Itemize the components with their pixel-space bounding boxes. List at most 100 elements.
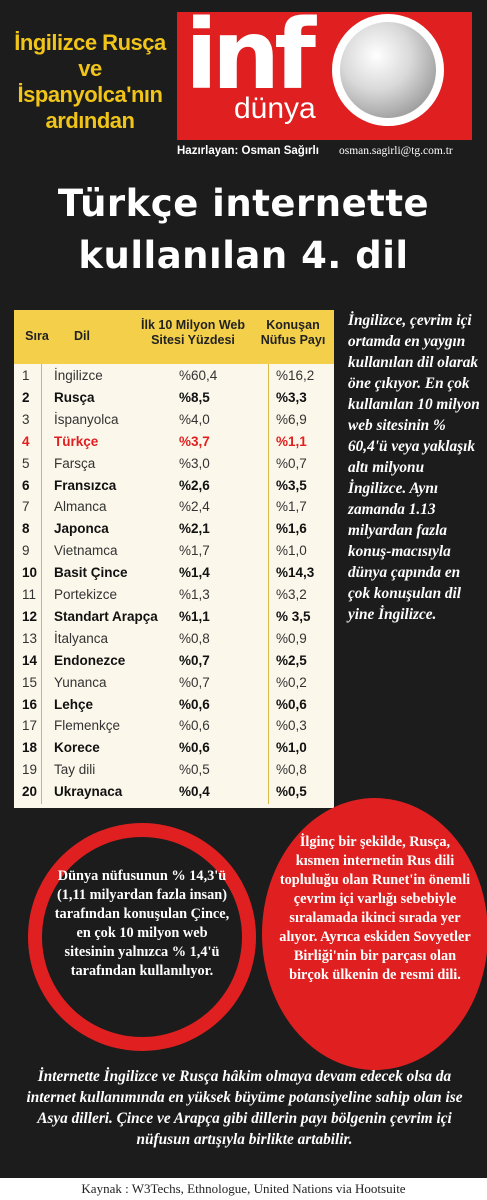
table-cell-language: Standart Arapça (54, 608, 158, 624)
table-cell-population-share: % 3,5 (276, 608, 311, 624)
table-row: 1 İngilizce %60,4 %16,2 (14, 366, 334, 388)
table-cell-language: Fransızca (54, 477, 117, 493)
table-cell-web-share: %0,4 (179, 784, 210, 800)
table-cell-web-share: %0,6 (179, 718, 210, 734)
table-cell-population-share: %16,2 (276, 368, 315, 383)
table-cell-language: Endonezce (54, 652, 126, 668)
author-email[interactable]: osman.sagirli@tg.com.tr (339, 145, 453, 157)
table-cell-language: Vietnamca (54, 543, 118, 559)
table-cell-web-share: %4,0 (179, 411, 210, 427)
column-divider (41, 364, 42, 804)
table-cell-population-share: %1,6 (276, 521, 307, 537)
table-cell-rank: 5 (22, 455, 30, 471)
table-cell-web-share: %1,3 (179, 587, 210, 602)
table-cell-web-share: %2,6 (179, 477, 210, 493)
table-cell-web-share: %2,4 (179, 499, 210, 515)
right-circle (262, 798, 487, 1070)
table-cell-population-share: %3,5 (276, 477, 307, 493)
table-cell-rank: 17 (22, 718, 38, 734)
table-row: 17 Flemenkçe %0,6 %0,3 (14, 716, 334, 738)
table-row: 14 Endonezce %0,7 %2,5 (14, 651, 334, 673)
table-cell-web-share: %0,7 (179, 652, 210, 668)
table-row: 4 Türkçe %3,7 %1,1 (14, 432, 334, 454)
table-row: 3 İspanyolca %4,0 %6,9 (14, 410, 334, 432)
table-cell-population-share: %1,0 (276, 543, 307, 559)
table-cell-population-share: %3,3 (276, 389, 307, 405)
table-cell-rank: 14 (22, 652, 38, 668)
table-header-population-share: Konuşan Nüfus Payı (260, 318, 326, 347)
table-header-language: Dil (74, 329, 90, 343)
table-cell-language: Rusça (54, 389, 95, 405)
table-cell-rank: 11 (22, 587, 37, 602)
table-cell-language: Farsça (54, 455, 96, 471)
table-cell-rank: 19 (22, 762, 38, 778)
table-row: 11 Portekizce %1,3 %3,2 (14, 585, 334, 607)
table-cell-web-share: %0,7 (179, 674, 210, 690)
source-text: Kaynak : W3Techs, Ethnologue, United Nat… (81, 1181, 406, 1196)
table-row: 10 Basit Çince %1,4 %14,3 (14, 563, 334, 585)
table-cell-population-share: %1,1 (276, 433, 307, 449)
table-cell-rank: 12 (22, 608, 38, 624)
headline-line-2: kullanılan 4. dil (78, 234, 409, 277)
table-cell-web-share: %1,1 (179, 608, 210, 624)
globe-icon (332, 14, 444, 126)
table-cell-population-share: %0,2 (276, 674, 307, 690)
table-cell-rank: 10 (22, 565, 38, 581)
logo-info: inf (185, 0, 316, 111)
table-cell-web-share: %2,1 (179, 521, 210, 537)
table-cell-rank: 7 (22, 499, 30, 515)
table-cell-web-share: %1,7 (179, 543, 210, 559)
table-cell-population-share: %0,8 (276, 762, 307, 778)
table-row: 12 Standart Arapça %1,1 % 3,5 (14, 607, 334, 629)
table-cell-population-share: %14,3 (276, 565, 315, 581)
right-circle-text: İlginç bir şekilde, Rusça, kısmen intern… (279, 834, 471, 983)
table-row: 13 İtalyanca %0,8 %0,9 (14, 629, 334, 651)
table-cell-language: Lehçe (54, 696, 94, 712)
table-header-web-share: İlk 10 Milyon Web Sitesi Yüzdesi (141, 318, 245, 347)
table-cell-web-share: %1,4 (179, 565, 210, 581)
table-cell-population-share: %6,9 (276, 411, 307, 427)
side-paragraph: İngilizce, çevrim içi ortamda en yaygın … (348, 312, 480, 623)
table-row: 18 Korece %0,6 %1,0 (14, 738, 334, 760)
table-row: 20 Ukraynaca %0,4 %0,5 (14, 782, 334, 804)
table-cell-language: İngilizce (54, 368, 103, 383)
headline-line-1: Türkçe internette (57, 182, 430, 225)
table-header-rank: Sıra (25, 329, 49, 343)
bottom-paragraph: İnternette İngilizce ve Rusça hâkim olma… (26, 1068, 463, 1148)
table-header (14, 310, 334, 364)
table-cell-language: İtalyanca (54, 630, 109, 646)
table-cell-rank: 3 (22, 411, 30, 427)
table-cell-population-share: %2,5 (276, 652, 307, 668)
table-cell-language: Basit Çince (54, 565, 128, 581)
headline: Türkçe internette kullanılan 4. dil (0, 178, 487, 282)
table-cell-language: Korece (54, 740, 100, 756)
table-cell-rank: 16 (22, 696, 38, 712)
tagline: İngilizce Rusça ve İspanyolca'nın ardınd… (14, 30, 166, 133)
table-cell-web-share: %0,6 (179, 740, 210, 756)
table-cell-rank: 18 (22, 740, 38, 756)
table-row: 19 Tay dili %0,5 %0,8 (14, 760, 334, 782)
table-cell-language: Flemenkçe (54, 718, 121, 734)
table-cell-population-share: %1,0 (276, 740, 307, 756)
table-cell-language: Yunanca (54, 674, 107, 690)
table-cell-web-share: %8,5 (179, 389, 210, 405)
table-cell-population-share: %0,3 (276, 718, 307, 734)
table-cell-web-share: %0,8 (179, 630, 210, 646)
table-cell-population-share: %3,2 (276, 587, 307, 602)
byline: Hazırlayan: Osman Sağırlı (177, 145, 319, 157)
table-cell-language: Tay dili (54, 762, 96, 778)
table-cell-rank: 13 (22, 630, 38, 646)
table-cell-language: İspanyolca (54, 411, 119, 427)
table-cell-language: Almanca (54, 499, 107, 515)
table-cell-web-share: %3,7 (179, 433, 210, 449)
left-circle (42, 837, 242, 1037)
table-cell-rank: 6 (22, 477, 30, 493)
table-cell-web-share: %60,4 (179, 368, 218, 383)
table-cell-population-share: %0,6 (276, 696, 307, 712)
table-cell-rank: 2 (22, 389, 30, 405)
table-row: 8 Japonca %2,1 %1,6 (14, 519, 334, 541)
language-table (14, 310, 334, 808)
table-cell-web-share: %0,5 (179, 762, 210, 778)
table-cell-rank: 15 (22, 674, 38, 690)
